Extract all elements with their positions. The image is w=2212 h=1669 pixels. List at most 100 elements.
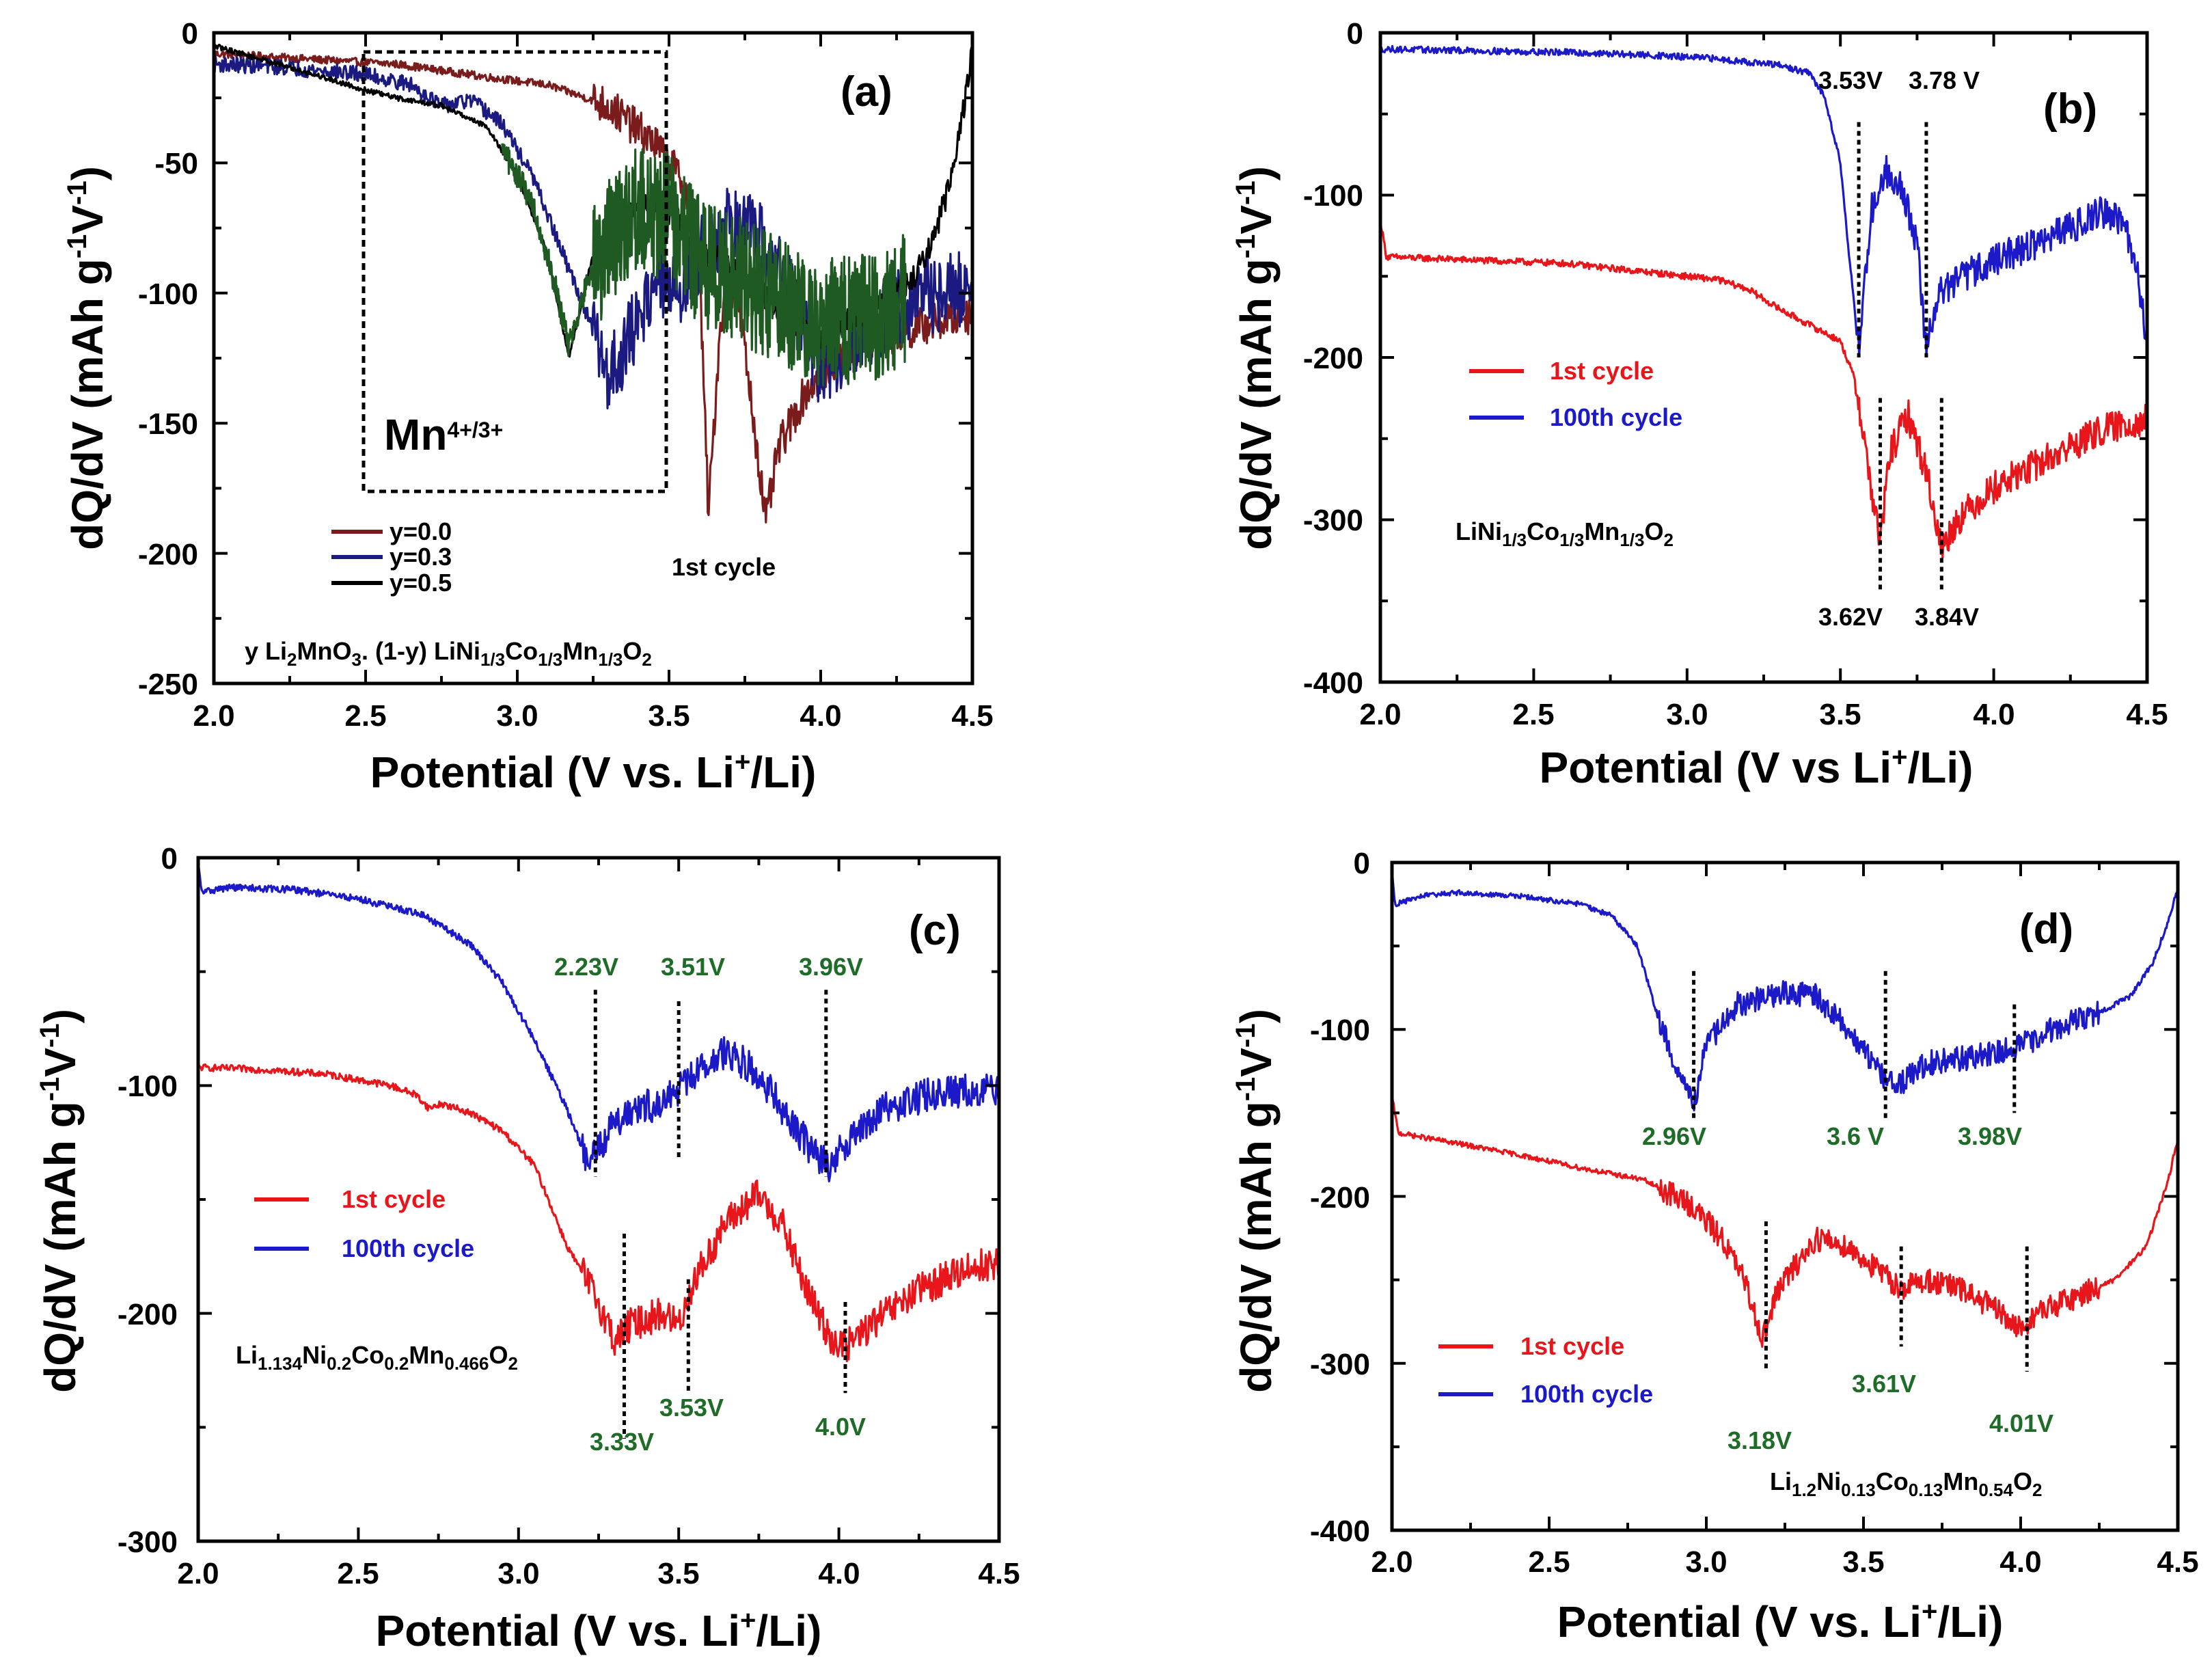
panel-c-ticks xyxy=(197,856,1000,1543)
panel-b-series xyxy=(1379,44,2148,559)
panel-a-cycle-label: 1st cycle xyxy=(672,553,776,581)
panel-d-ytick: -400 xyxy=(1310,1515,1370,1548)
panel-a-mn-box xyxy=(361,50,668,493)
panel-c-series-line xyxy=(197,1063,1000,1363)
panel-c-letter: (c) xyxy=(909,907,961,954)
panel-b-ylabel: dQ/dV (mAh g-1V-1) xyxy=(1231,166,1281,550)
panel-b-xtick: 2.5 xyxy=(1512,698,1554,731)
panel-b-peak-label: 3.84V xyxy=(1915,603,1979,631)
panel-d-formula: Li1.2Ni0.13Co0.13Mn0.54O2 xyxy=(1770,1467,2042,1500)
panel-c-xtick: 2.0 xyxy=(177,1557,219,1590)
panel-d-ytick: -300 xyxy=(1310,1348,1370,1381)
panel-b-peak-label: 3.53V xyxy=(1818,66,1883,94)
panel-d: 0 -100 -200 -300 -400 2.0 2.5 3.0 3.5 4.… xyxy=(1231,847,2199,1646)
panel-b-xtick: 4.0 xyxy=(1973,698,2015,731)
panel-c-ytick: -100 xyxy=(118,1070,178,1103)
panel-a-ytick: -150 xyxy=(138,407,198,441)
panel-b-xlabel: Potential (V vs Li+/Li) xyxy=(1540,742,1974,792)
panel-c-peak-label: 2.23V xyxy=(554,953,618,981)
panel-c-peak-label: 3.53V xyxy=(659,1394,724,1422)
panel-a-xtick: 4.5 xyxy=(951,699,993,733)
panel-a-xtick: 3.0 xyxy=(496,699,538,733)
panel-d-xtick: 3.5 xyxy=(1842,1545,1884,1579)
panel-c-formula: Li1.134Ni0.2Co0.2Mn0.466O2 xyxy=(236,1341,518,1374)
panel-a-series xyxy=(213,43,974,524)
panel-c-series-line xyxy=(197,860,1000,1183)
panel-c-ytick: -200 xyxy=(118,1298,178,1331)
panel-b-frame xyxy=(1378,31,2149,684)
panel-b-formula: LiNi1/3Co1/3Mn1/3O2 xyxy=(1456,517,1674,550)
panel-c-ytick: 0 xyxy=(161,842,178,876)
panel-c-legend-label: 1st cycle xyxy=(342,1185,446,1213)
panel-d-legend: 1st cycle 100th cycle xyxy=(1438,1332,1653,1408)
panel-d-ticks xyxy=(1391,861,2179,1532)
panel-b-legend-label: 1st cycle xyxy=(1550,357,1654,385)
panel-d-ytick: -200 xyxy=(1310,1181,1370,1215)
panel-d-legend-label: 1st cycle xyxy=(1520,1332,1624,1360)
panel-a-ytick: 0 xyxy=(182,17,198,51)
panel-c-xlabel: Potential (V vs. Li+/Li) xyxy=(376,1605,822,1655)
panel-d-xtick: 3.0 xyxy=(1685,1545,1727,1579)
panel-b-peak-label: 3.62V xyxy=(1818,603,1883,631)
panel-a-ticks xyxy=(213,31,974,685)
panel-a-ytick: -200 xyxy=(138,538,198,571)
panel-d-peak-label: 3.18V xyxy=(1728,1426,1792,1454)
panel-b-ytick: -400 xyxy=(1303,666,1363,700)
panel-d-ytick: 0 xyxy=(1354,847,1370,880)
panel-a-series-line xyxy=(501,143,907,387)
panel-c-series xyxy=(197,860,1000,1363)
panel-a-legend-label: y=0.5 xyxy=(390,569,452,597)
panel-c-xtick: 4.0 xyxy=(818,1557,860,1590)
panel-c-ylabel: dQ/dV (mAh g-1V-1) xyxy=(35,1009,85,1393)
panel-c-peak-label: 3.96V xyxy=(799,953,863,981)
panel-c-legend-label: 100th cycle xyxy=(342,1234,474,1262)
panel-c-peak-lines xyxy=(593,990,847,1439)
panel-d-peak-lines xyxy=(1692,971,2029,1372)
panel-c-ytick: -300 xyxy=(118,1525,178,1559)
panel-d-series xyxy=(1391,869,2179,1348)
panel-a-ytick: -100 xyxy=(138,277,198,311)
panel-b: 0 -100 -200 -300 -400 2.0 2.5 3.0 3.5 4.… xyxy=(1231,17,2168,792)
panel-c-legend: 1st cycle 100th cycle xyxy=(254,1185,474,1262)
panel-b-series-line xyxy=(1380,44,2148,357)
panel-b-legend: 1st cycle 100th cycle xyxy=(1469,357,1682,431)
panel-a-xtick: 2.0 xyxy=(193,699,234,733)
panel-b-ytick: -200 xyxy=(1303,342,1363,375)
panel-b-xtick: 4.5 xyxy=(2126,698,2168,731)
panel-b-legend-label: 100th cycle xyxy=(1550,403,1682,431)
panel-b-xtick: 2.0 xyxy=(1359,698,1401,731)
panel-a-ylabel: dQ/dV (mAh g-1V-1) xyxy=(62,166,112,550)
panel-a-formula: y Li2MnO3. (1-y) LiNi1/3Co1/3Mn1/3O2 xyxy=(245,637,652,670)
panel-d-ytick: -100 xyxy=(1310,1014,1370,1047)
panel-d-series-line xyxy=(1391,869,2179,1112)
panel-a-legend: y=0.0 y=0.3 y=0.5 xyxy=(331,517,452,597)
panel-c-peak-label: 3.51V xyxy=(661,953,725,981)
panel-b-peak-label: 3.78 V xyxy=(1909,66,1980,94)
panel-d-peak-label: 4.01V xyxy=(1989,1409,2053,1437)
panel-b-ticks xyxy=(1379,31,2148,683)
panel-c: 0 -100 -200 -300 2.0 2.5 3.0 3.5 4.0 4.5… xyxy=(35,842,1020,1655)
panel-a-xtick: 3.5 xyxy=(648,699,689,733)
panel-c-xtick: 3.0 xyxy=(497,1557,539,1590)
panel-a-box-label: Mn4+/3+ xyxy=(384,410,503,459)
panel-b-series-line xyxy=(1379,217,2148,559)
panel-c-peak-label: 4.0V xyxy=(815,1413,866,1441)
panel-d-xtick: 4.0 xyxy=(1999,1545,2041,1579)
panel-b-letter: (b) xyxy=(2043,85,2097,133)
panel-b-xtick: 3.5 xyxy=(1819,698,1861,731)
panel-d-peak-label: 3.98V xyxy=(1958,1122,2022,1150)
panel-a-legend-label: y=0.0 xyxy=(390,517,452,545)
panel-d-peak-label: 2.96V xyxy=(1642,1122,1706,1150)
panel-d-xtick: 4.5 xyxy=(2157,1545,2198,1579)
panel-a-ytick: -50 xyxy=(154,147,198,180)
panel-d-xtick: 2.0 xyxy=(1371,1545,1412,1579)
panel-d-xlabel: Potential (V vs. Li+/Li) xyxy=(1557,1597,2004,1646)
panel-a-ytick: -250 xyxy=(138,668,198,701)
panel-b-peak-lines xyxy=(1857,122,1943,593)
panel-d-peak-label: 3.61V xyxy=(1852,1370,1916,1398)
panel-a-xlabel: Potential (V vs. Li+/Li) xyxy=(370,747,817,797)
panel-c-xtick: 3.5 xyxy=(657,1557,699,1590)
panel-c-xtick: 2.5 xyxy=(337,1557,379,1590)
panel-b-ytick: 0 xyxy=(1347,17,1363,51)
